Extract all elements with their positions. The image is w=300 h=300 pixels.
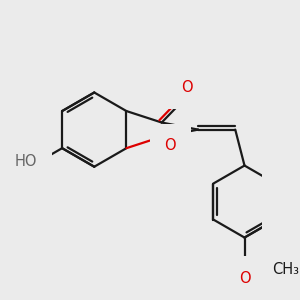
Text: O: O bbox=[181, 80, 193, 94]
Text: O: O bbox=[164, 138, 176, 153]
Text: CH₃: CH₃ bbox=[272, 262, 299, 277]
Text: HO: HO bbox=[14, 154, 37, 169]
Text: O: O bbox=[239, 271, 250, 286]
